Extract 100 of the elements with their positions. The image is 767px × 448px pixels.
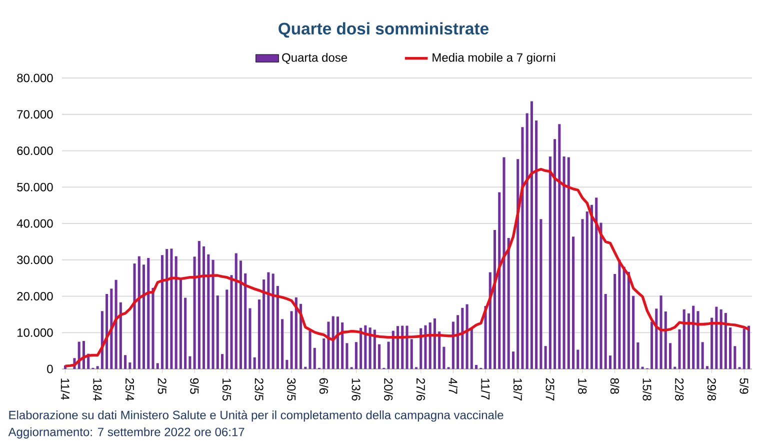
bar (248, 308, 252, 369)
bar (530, 101, 533, 369)
bar (554, 139, 556, 369)
bar (401, 326, 404, 369)
bar (470, 328, 473, 369)
bar (614, 274, 616, 369)
bar (119, 302, 122, 369)
x-tick-label: 1/8 (578, 378, 587, 394)
x-tick-label: 16/5 (222, 378, 232, 401)
bar (308, 330, 312, 369)
x-tick-label: 11/7 (481, 378, 490, 400)
bar (207, 254, 210, 369)
bar (160, 255, 164, 369)
x-tick-label: 9/5 (190, 378, 199, 394)
bar (618, 260, 621, 369)
x-tick-label: 18/4 (93, 378, 102, 401)
bar (281, 319, 284, 369)
bar (428, 322, 432, 369)
bar (696, 311, 700, 369)
chart-title: Quarte dosi somministrate (278, 22, 488, 38)
bar (152, 288, 154, 369)
bar (396, 326, 400, 369)
bar (576, 350, 580, 369)
bar (110, 288, 113, 369)
bar (262, 280, 266, 369)
x-tick-label: 8/8 (610, 378, 620, 394)
bar (341, 322, 344, 369)
bar (286, 360, 288, 369)
x-tick-label: 4/7 (448, 378, 458, 394)
bar (498, 192, 501, 369)
text: Elaborazione su dati Ministero Salute e Unità per il completamento della campagna vaccinale (9, 410, 504, 422)
bar (234, 253, 238, 369)
x-tick-label: 29/8 (707, 378, 716, 401)
y-tick-label: 80.000 (17, 74, 53, 82)
bar (387, 342, 390, 369)
bar (327, 322, 330, 369)
bar (184, 298, 187, 369)
x-tick-label: 30/5 (287, 378, 296, 401)
bar (438, 332, 441, 369)
bar (748, 326, 750, 369)
bar (660, 296, 662, 369)
bar (512, 352, 514, 369)
bar (128, 362, 132, 369)
bar (253, 357, 256, 369)
bar (540, 219, 542, 369)
y-tick-label: 40.000 (16, 219, 53, 228)
bar (493, 230, 496, 369)
bar (622, 266, 626, 369)
x-tick-label: 22/8 (675, 378, 684, 401)
bar (734, 346, 736, 369)
x-tick-label: 11/4 (60, 378, 70, 400)
bar (276, 286, 279, 369)
legend-label: Quarta dose (282, 52, 348, 64)
bar (521, 127, 524, 369)
bar (701, 342, 704, 369)
bar (456, 315, 460, 369)
bar (632, 296, 635, 369)
bar (174, 256, 178, 369)
bar (608, 356, 612, 369)
bar (212, 260, 214, 369)
bar (424, 325, 427, 369)
bar (166, 248, 168, 369)
bar (636, 342, 640, 369)
bar (124, 355, 127, 369)
bar (406, 326, 408, 369)
x-tick-label: 6/6 (319, 378, 328, 394)
bar (558, 124, 561, 369)
bar (720, 309, 722, 369)
bar (322, 338, 326, 369)
bar (706, 366, 708, 369)
bar (346, 343, 348, 369)
y-tick-label: 50.000 (17, 182, 53, 192)
x-tick-label: 2/5 (158, 378, 167, 394)
bar (692, 306, 695, 369)
bar (290, 311, 293, 369)
bar (106, 294, 108, 369)
bar (193, 256, 196, 369)
bar (650, 322, 654, 369)
bar (710, 318, 714, 369)
bar (147, 258, 150, 369)
bar (230, 275, 233, 369)
bar (595, 198, 598, 369)
bar (535, 120, 538, 369)
y-tick-label: 10.000 (18, 328, 53, 337)
y-tick-label: 20.000 (17, 292, 53, 300)
bar (581, 219, 584, 369)
bar (244, 273, 247, 369)
bar (562, 156, 566, 369)
bar (239, 260, 242, 369)
bar (336, 316, 339, 369)
bar (267, 272, 270, 369)
bar (220, 354, 224, 369)
x-tick-label: 15/8 (642, 378, 652, 401)
bar (188, 356, 192, 369)
bar (488, 272, 492, 369)
bar (526, 113, 528, 369)
bar (368, 328, 372, 369)
bar (156, 363, 159, 369)
x-tick-label: 25/4 (125, 378, 134, 401)
y-tick-label: 0 (47, 364, 53, 374)
